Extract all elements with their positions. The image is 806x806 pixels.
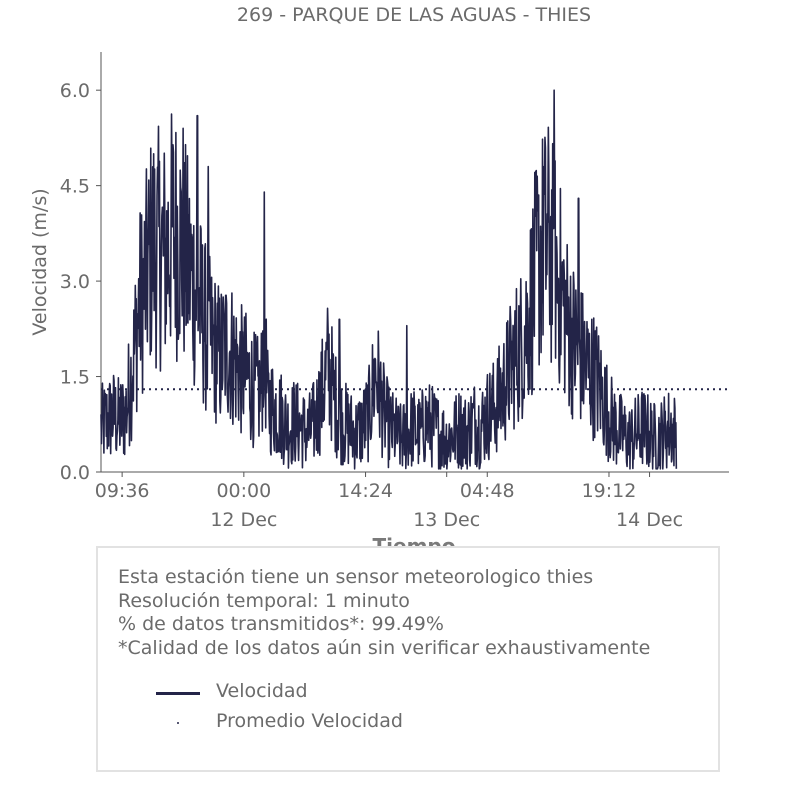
chart-title: 269 - PARQUE DE LAS AGUAS - THIES xyxy=(237,4,591,26)
legend-line-swatch xyxy=(156,692,200,695)
y-tick-label: 4.5 xyxy=(60,176,90,198)
legend-dot-swatch xyxy=(177,722,179,724)
legend-label-promedio: Promedio Velocidad xyxy=(216,710,403,732)
x-tick-label: 09:36 xyxy=(95,480,150,502)
x-tick-label: 19:12 xyxy=(582,480,637,502)
x-date-label: 14 Dec xyxy=(616,509,683,531)
y-tick-label: 6.0 xyxy=(60,80,90,102)
series-velocidad-line xyxy=(100,89,678,470)
y-tick-label: 1.5 xyxy=(60,367,90,389)
x-date-label: 12 Dec xyxy=(210,509,277,531)
legend-label-velocidad: Velocidad xyxy=(216,680,308,702)
info-resolution-line: Resolución temporal: 1 minuto xyxy=(118,589,410,612)
x-date-label: 13 Dec xyxy=(413,509,480,531)
y-tick-label: 3.0 xyxy=(60,271,90,293)
y-axis-label: Velocidad (m/s) xyxy=(29,188,51,335)
x-tick-label: 04:48 xyxy=(460,480,515,502)
info-station-line: Esta estación tiene un sensor meteorolog… xyxy=(118,566,594,588)
info-quality-line: *Calidad de los datos aún sin verificar … xyxy=(118,636,651,659)
x-tick-label: 14:24 xyxy=(338,480,393,502)
info-transmitted-line: % de datos transmitidos*: 99.49% xyxy=(118,613,444,635)
x-tick-label: 00:00 xyxy=(216,480,271,502)
y-tick-label: 0.0 xyxy=(60,462,90,484)
info-text: Esta estación tiene un sensor meteorolog… xyxy=(118,566,650,660)
info-box: Esta estación tiene un sensor meteorolog… xyxy=(96,546,720,772)
plot-area: 0.0 1.5 3.0 4.5 6.0 09:36 00:00 14:24 04:48 19:12… xyxy=(60,52,729,531)
